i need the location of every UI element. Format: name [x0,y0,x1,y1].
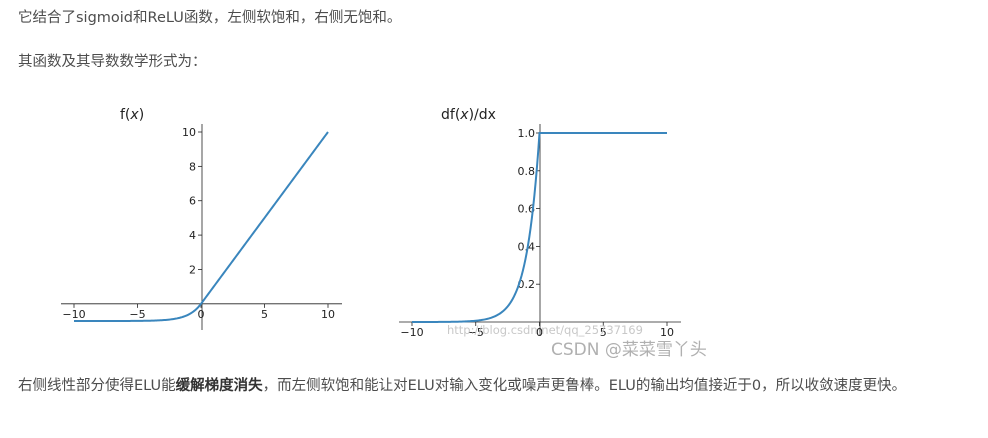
y-tick-label: 0.2 [518,278,536,291]
y-tick-label: 4 [189,229,196,242]
formula-intro-paragraph: 其函数及其导数数学形式为： [18,54,207,70]
elu-function-chart: −10 −5 0 5 10 2 4 6 8 10 f(x) [61,107,342,330]
x-tick-label: −5 [468,326,484,339]
y-tick-label: 8 [189,160,196,173]
x-tick-label: −10 [400,326,423,339]
intro-paragraph: 它结合了sigmoid和ReLU函数，左侧软饱和，右侧无饱和。 [18,10,402,26]
x-tick-label: 10 [321,308,335,321]
x-tick-label: 10 [660,326,674,339]
y-tick-label: 6 [189,195,196,208]
chart-title: df(x)/dx [441,107,496,123]
conclusion-text-b: ，而左侧软饱和能让对ELU对输入变化或噪声更鲁棒。ELU的输出均值接近于0，所以… [262,378,907,394]
x-tick-label: 0 [536,326,543,339]
x-tick-label: −10 [62,308,85,321]
x-tick-label: 5 [600,326,607,339]
x-tick-label: 0 [198,308,205,321]
watermark-csdn: CSDN @菜菜雪丫头 [551,340,707,360]
series-line [412,132,667,323]
conclusion-text-a: 右侧线性部分使得ELU能 [18,378,176,394]
watermark-url: http://blog.csdn.net/qq_25737169 [447,323,643,337]
y-tick-label: 10 [182,126,196,139]
conclusion-paragraph: 右侧线性部分使得ELU能缓解梯度消失，而左侧软饱和能让对ELU对输入变化或噪声更… [18,375,973,397]
conclusion-emphasis: 缓解梯度消失 [175,378,263,394]
chart-title: f(x) [120,107,144,123]
y-tick-label: 0.4 [518,240,536,253]
y-tick-label: 0.6 [518,203,536,216]
x-tick-label: −5 [129,308,145,321]
x-tick-label: 5 [261,308,268,321]
y-tick-label: 1.0 [518,127,536,140]
elu-derivative-chart: −10 −5 0 5 10 0.2 0.4 0.6 0.8 1.0 df(x)/dx [399,107,681,339]
y-tick-label: 0.8 [518,165,536,178]
y-tick-label: 2 [189,263,196,276]
series-line [74,131,329,322]
